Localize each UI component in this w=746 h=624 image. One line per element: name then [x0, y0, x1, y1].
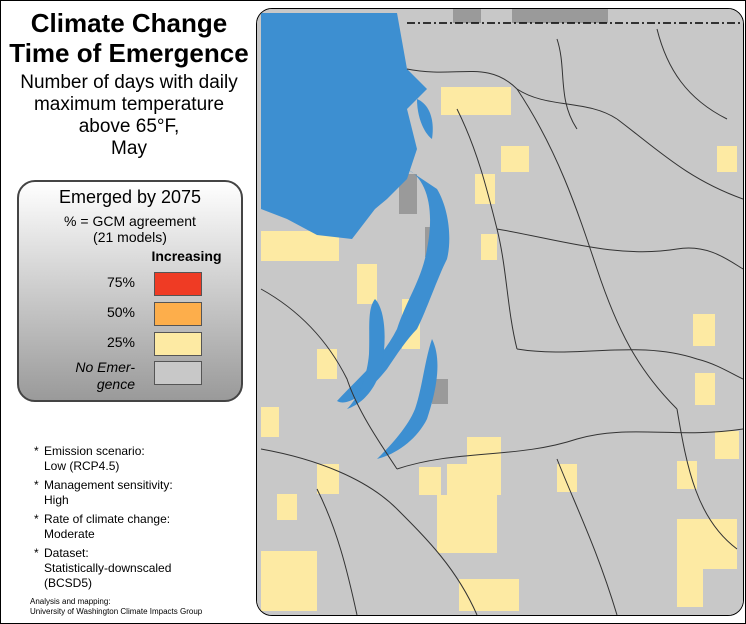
legend-label-no-emergence-line-2: gence — [96, 376, 135, 392]
note-dataset: * Dataset: Statistically-downscaled (BCSD… — [34, 546, 172, 590]
legend-agreement-line-1: % = GCM agreement — [64, 213, 196, 229]
emerged-cell — [695, 373, 715, 405]
legend-label-no-emergence-line-1: No Emer- — [75, 359, 135, 375]
note-rate-of-change: * Rate of climate change: Moderate — [34, 512, 173, 542]
no-data-cell — [512, 9, 608, 23]
boundary-line — [496, 228, 743, 270]
subtitle-line-4: May — [111, 138, 147, 159]
legend-swatch-no-emergence — [154, 361, 202, 385]
map-svg — [257, 9, 743, 615]
no-data-cell — [432, 379, 448, 404]
note-management-label: Management sensitivity: — [44, 478, 173, 492]
boundary-line — [406, 68, 618, 120]
note-rate-label: Rate of climate change: — [44, 512, 171, 526]
emerged-cell — [693, 314, 715, 346]
puget-sound — [337, 169, 450, 403]
boundary-line — [656, 28, 728, 120]
boundary-line — [616, 118, 743, 200]
emerged-cell — [277, 494, 297, 520]
bay-inlet — [417, 99, 433, 139]
emerged-cell — [317, 464, 339, 494]
legend-direction-heading: Increasing — [151, 248, 222, 264]
boundary-line — [556, 458, 618, 615]
emerged-cell — [715, 431, 739, 459]
title-line-1: Climate Change — [30, 8, 228, 38]
emerged-cell — [677, 519, 737, 607]
note-emission-scenario: * Emission scenario: Low (RCP4.5) — [34, 444, 173, 474]
boundary-line — [516, 348, 743, 380]
emerged-25-cells — [261, 87, 739, 611]
subtitle-line-1: Number of days with daily — [20, 72, 238, 93]
note-emission-value: Low (RCP4.5) — [44, 459, 120, 473]
no-data-cell — [399, 174, 417, 214]
legend-label-75: 75% — [106, 274, 135, 290]
emerged-cell — [419, 467, 441, 495]
credit-line-1: Analysis and mapping: — [30, 597, 111, 606]
boundary-line — [676, 408, 738, 550]
emerged-cell — [677, 461, 697, 489]
emerged-cell — [557, 464, 577, 492]
boundary-lines — [260, 28, 743, 615]
boundary-line — [260, 448, 478, 615]
emerged-cell — [261, 551, 317, 611]
hood-canal — [347, 299, 385, 409]
emerged-cell — [501, 146, 529, 172]
legend-agreement-line-2: (21 models) — [93, 229, 167, 245]
subtitle-line-3: above 65°F, — [78, 116, 180, 137]
legend-swatch-75 — [154, 272, 202, 296]
boundary-line — [316, 488, 358, 615]
water-bodies — [261, 13, 450, 459]
note-dataset-value-line-1: Statistically-downscaled — [44, 561, 172, 575]
legend-swatch-25 — [154, 332, 202, 356]
legend-swatch-50 — [154, 302, 202, 326]
boundary-line — [396, 428, 743, 470]
emerged-cell — [481, 234, 497, 260]
emerged-cell — [447, 437, 501, 495]
credit: Analysis and mapping: University of Wash… — [30, 597, 202, 617]
note-rate-value: Moderate — [44, 527, 95, 541]
emerged-cell — [261, 407, 279, 437]
emerged-cell — [437, 495, 497, 553]
legend-label-50: 50% — [106, 304, 135, 320]
title-line-2: Time of Emergence — [9, 38, 249, 68]
legend-agreement-note: % = GCM agreement (21 models) — [19, 213, 241, 245]
page-title: Climate Change Time of Emergence — [2, 8, 256, 68]
boundary-line — [260, 288, 398, 470]
strait-of-juan-de-fuca — [261, 13, 427, 239]
boundary-line — [556, 38, 578, 130]
emerged-cell — [357, 264, 377, 304]
emerged-cell — [441, 87, 511, 115]
map-panel — [256, 8, 744, 616]
emerged-cell — [717, 146, 737, 172]
no-data-cell — [453, 9, 481, 23]
scenario-notes: * Emission scenario: Low (RCP4.5) * Manage… — [34, 444, 173, 595]
south-sound-inlet — [377, 339, 438, 459]
legend-label-no-emergence: No Emer- gence — [19, 359, 135, 393]
boundary-line — [516, 88, 678, 410]
subtitle: Number of days with daily maximum temper… — [2, 72, 256, 160]
note-dataset-value-line-2: (BCSD5) — [44, 576, 93, 590]
credit-line-2: University of Washington Climate Impacts… — [30, 607, 203, 616]
note-management-sensitivity: * Management sensitivity: High — [34, 478, 173, 507]
legend-title: Emerged by 2075 — [58, 187, 202, 207]
emerged-cell — [475, 174, 495, 204]
emerged-cell — [459, 579, 519, 611]
note-management-value: High — [44, 493, 69, 507]
map-legend: Emerged by 2075 % = GCM agreement (21 mo… — [17, 180, 243, 402]
note-dataset-label: Dataset: — [44, 546, 89, 560]
note-emission-label: Emission scenario: — [44, 444, 145, 458]
subtitle-line-2: maximum temperature — [33, 94, 225, 115]
emerged-cell — [317, 349, 337, 379]
legend-label-25: 25% — [106, 334, 135, 350]
